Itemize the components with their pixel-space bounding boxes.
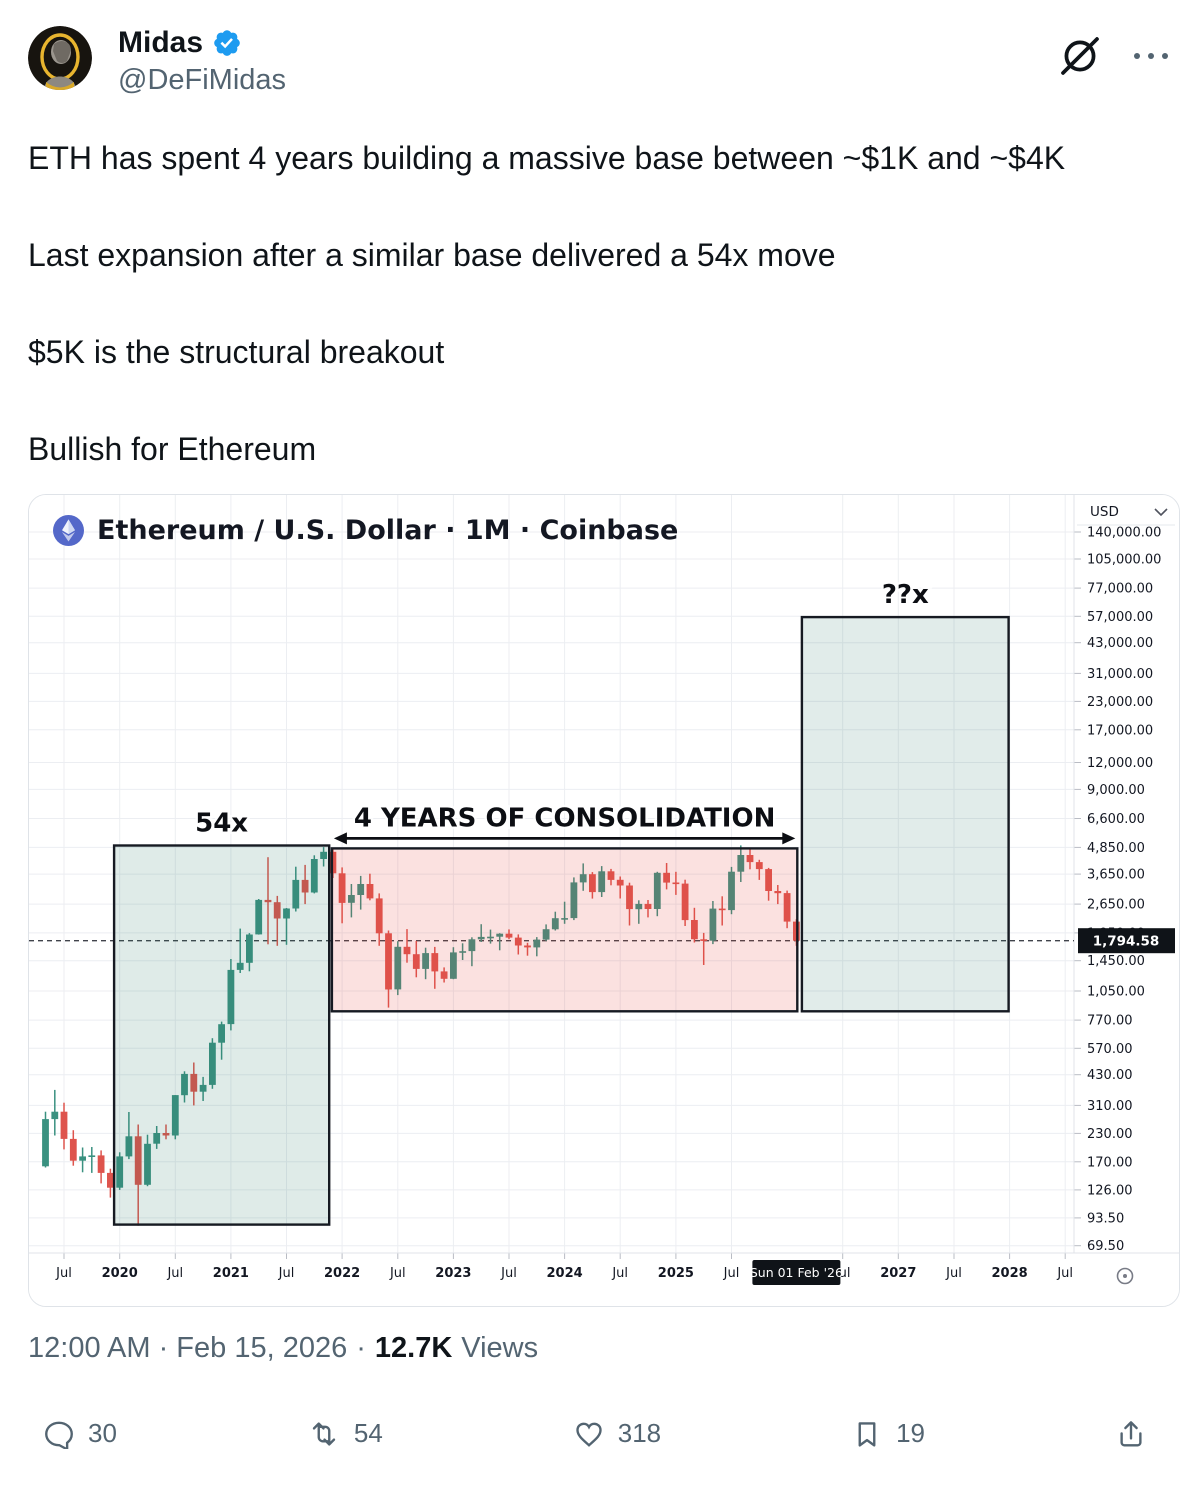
- author-names: Midas @DeFiMidas: [118, 26, 286, 97]
- verified-badge-icon: [212, 28, 242, 58]
- svg-text:2025: 2025: [658, 1266, 694, 1281]
- svg-text:??x: ??x: [882, 580, 929, 610]
- svg-text:Jul: Jul: [723, 1266, 740, 1281]
- svg-text:93.50: 93.50: [1087, 1211, 1124, 1226]
- svg-text:2024: 2024: [547, 1266, 583, 1281]
- svg-text:2023: 2023: [435, 1266, 471, 1281]
- reply-icon: [44, 1419, 74, 1449]
- handle[interactable]: @DeFiMidas: [118, 64, 287, 96]
- repost-button[interactable]: 54: [308, 1418, 383, 1449]
- svg-text:126.00: 126.00: [1087, 1183, 1133, 1198]
- repost-icon: [308, 1419, 340, 1449]
- svg-text:Jul: Jul: [166, 1266, 183, 1281]
- more-options-icon[interactable]: [1132, 49, 1170, 63]
- svg-text:54x: 54x: [195, 809, 248, 839]
- tweet-line-4: Bullish for Ethereum: [28, 431, 317, 467]
- svg-text:2028: 2028: [992, 1266, 1028, 1281]
- svg-text:430.00: 430.00: [1087, 1068, 1133, 1083]
- timestamp: 12:00 AM · Feb 15, 2026: [28, 1332, 348, 1364]
- svg-text:2021: 2021: [213, 1266, 249, 1281]
- svg-text:12,000.00: 12,000.00: [1087, 756, 1153, 771]
- chart-symbol-title: Ethereum / U.S. Dollar · 1M · Coinbase: [97, 515, 679, 546]
- svg-text:Jul: Jul: [55, 1266, 72, 1281]
- svg-text:310.00: 310.00: [1087, 1099, 1133, 1114]
- tweet-line-1: ETH has spent 4 years building a massive…: [28, 140, 1066, 176]
- svg-text:1,794.58: 1,794.58: [1093, 934, 1160, 950]
- tweet-text: ETH has spent 4 years building a massive…: [28, 138, 1174, 469]
- svg-text:2,650.00: 2,650.00: [1087, 898, 1145, 913]
- svg-text:Jul: Jul: [278, 1266, 295, 1281]
- views-count: 12.7K: [374, 1332, 453, 1364]
- chart-title-row: Ethereum / U.S. Dollar · 1M · Coinbase: [53, 515, 678, 546]
- like-button[interactable]: 318: [574, 1418, 661, 1449]
- timestamp-row: 12:00 AM · Feb 15, 2026 · 12.7K Views: [28, 1332, 538, 1365]
- avatar-statue-image: [28, 26, 92, 90]
- svg-text:17,000.00: 17,000.00: [1087, 723, 1153, 738]
- svg-text:570.00: 570.00: [1087, 1042, 1133, 1057]
- svg-text:170.00: 170.00: [1087, 1155, 1133, 1170]
- svg-text:69.50: 69.50: [1087, 1239, 1124, 1254]
- bookmark-count: 19: [896, 1418, 926, 1448]
- svg-text:1,450.00: 1,450.00: [1087, 954, 1145, 969]
- share-icon: [1116, 1419, 1146, 1449]
- svg-text:43,000.00: 43,000.00: [1087, 636, 1153, 651]
- svg-text:Jul: Jul: [945, 1266, 962, 1281]
- svg-text:9,000.00: 9,000.00: [1087, 783, 1145, 798]
- svg-text:Sun 01 Feb '26: Sun 01 Feb '26: [750, 1265, 843, 1280]
- svg-text:57,000.00: 57,000.00: [1087, 610, 1153, 625]
- circle-dot-crosshair-icon: [1116, 1267, 1134, 1285]
- svg-text:77,000.00: 77,000.00: [1087, 582, 1153, 597]
- tweet-header: Midas @DeFiMidas: [28, 26, 1170, 97]
- tweet-line-3: $5K is the structural breakout: [28, 334, 445, 370]
- bookmark-button[interactable]: 19: [852, 1418, 925, 1449]
- svg-text:USD: USD: [1090, 504, 1119, 520]
- reply-count: 30: [88, 1418, 117, 1448]
- header-actions: [1060, 26, 1170, 76]
- svg-text:2022: 2022: [324, 1266, 360, 1281]
- svg-text:770.00: 770.00: [1087, 1014, 1133, 1029]
- svg-text:230.00: 230.00: [1087, 1127, 1133, 1142]
- svg-text:6,600.00: 6,600.00: [1087, 812, 1145, 827]
- svg-text:Jul: Jul: [1056, 1266, 1073, 1281]
- svg-text:2027: 2027: [880, 1266, 916, 1281]
- svg-text:31,000.00: 31,000.00: [1087, 667, 1153, 682]
- grok-icon[interactable]: [1060, 36, 1100, 76]
- svg-text:3,650.00: 3,650.00: [1087, 868, 1145, 883]
- svg-text:Jul: Jul: [389, 1266, 406, 1281]
- like-icon: [574, 1419, 604, 1449]
- share-button[interactable]: [1116, 1419, 1146, 1449]
- reply-button[interactable]: 30: [44, 1418, 117, 1449]
- svg-text:2020: 2020: [102, 1266, 138, 1281]
- svg-text:140,000.00: 140,000.00: [1087, 526, 1161, 541]
- svg-text:Jul: Jul: [611, 1266, 628, 1281]
- ethereum-logo-icon: [53, 515, 84, 546]
- svg-text:23,000.00: 23,000.00: [1087, 695, 1153, 710]
- like-count: 318: [617, 1418, 662, 1448]
- bookmark-icon: [852, 1419, 882, 1449]
- action-bar: 30 54 318 19: [44, 1418, 1146, 1449]
- svg-text:4 YEARS OF CONSOLIDATION: 4 YEARS OF CONSOLIDATION: [354, 803, 776, 833]
- chart-card[interactable]: Jul 2020 Jul 2021 Jul 2022 Jul 2023 Jul 2024 Jul 20…: [28, 494, 1180, 1307]
- ethusd-monthly-chart: Jul 2020 Jul 2021 Jul 2022 Jul 2023 Jul 2024 Jul 20…: [29, 495, 1179, 1306]
- svg-text:Jul: Jul: [500, 1266, 517, 1281]
- views-label: Views: [461, 1332, 539, 1364]
- svg-text:105,000.00: 105,000.00: [1087, 553, 1161, 568]
- svg-text:4,850.00: 4,850.00: [1087, 841, 1145, 856]
- svg-text:1,050.00: 1,050.00: [1087, 985, 1145, 1000]
- repost-count: 54: [353, 1418, 383, 1448]
- dot-separator: ·: [356, 1332, 366, 1364]
- display-name[interactable]: Midas: [118, 26, 204, 59]
- tweet-line-2: Last expansion after a similar base deli…: [28, 237, 836, 273]
- avatar[interactable]: [28, 26, 92, 90]
